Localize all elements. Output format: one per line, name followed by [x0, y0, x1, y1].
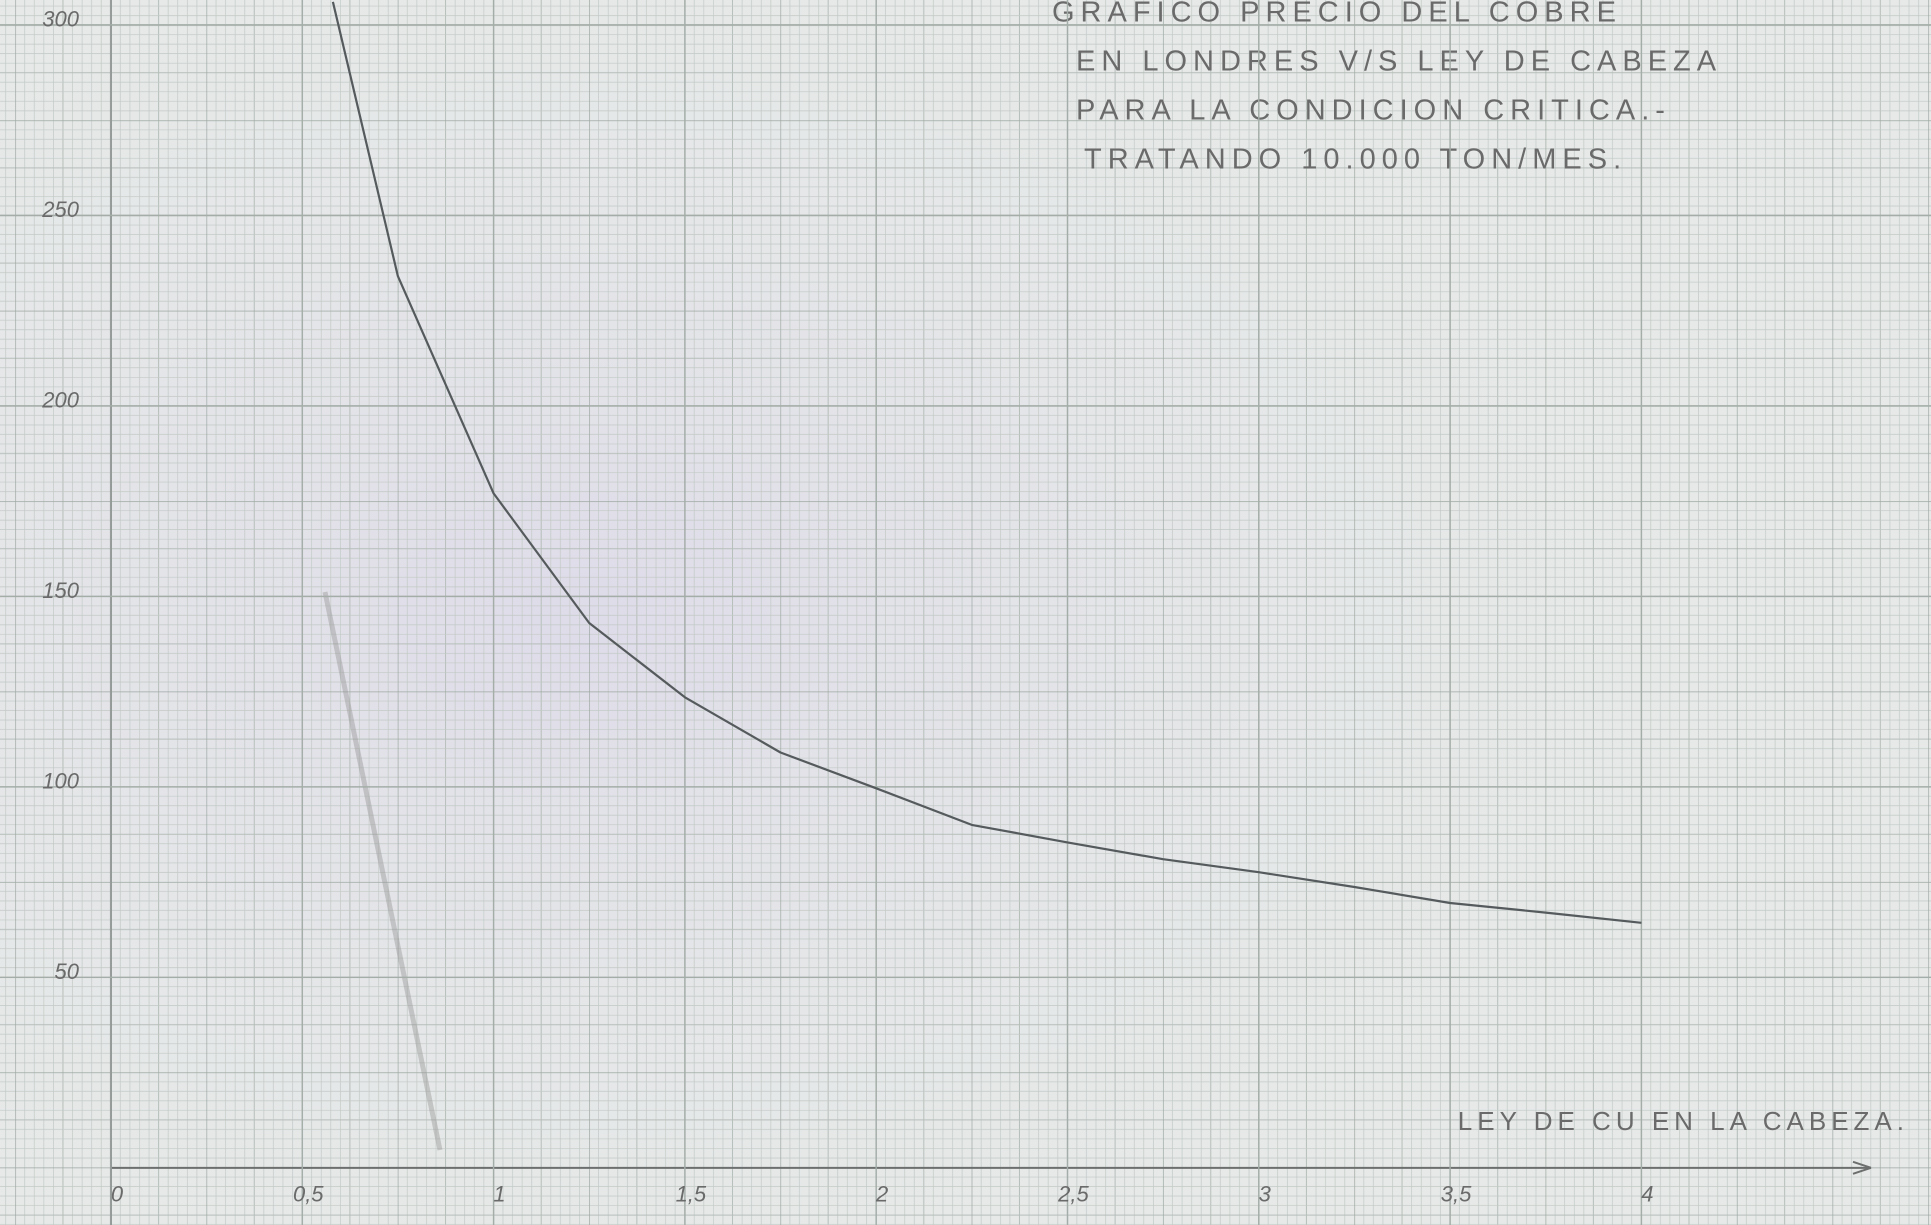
y-tick-label: 150 — [42, 578, 79, 603]
x-tick-label: 0 — [111, 1182, 124, 1207]
y-tick-label: 200 — [41, 388, 79, 413]
y-tick-label: 250 — [41, 197, 79, 222]
x-tick-label: 3 — [1259, 1182, 1272, 1207]
title-line: EN LONDRES V/S LEY DE CABEZA — [1076, 46, 1722, 78]
x-tick-label: 4 — [1641, 1182, 1653, 1207]
x-tick-label: 3,5 — [1441, 1182, 1472, 1207]
y-tick-label: 300 — [42, 7, 79, 32]
x-tick-label: 1 — [493, 1182, 505, 1207]
title-line: TRATANDO 10.000 TON/MES. — [1084, 144, 1627, 176]
title-block: GRAFICO PRECIO DEL COBRE EN LONDRES V/S L… — [1052, 0, 1722, 176]
x-tick-label: 1,5 — [676, 1182, 707, 1207]
pencil-smudge — [322, 591, 443, 1151]
x-axis-arrow — [1852, 1160, 1872, 1175]
data-line — [331, 1, 1642, 924]
x-tick-label: 0,5 — [293, 1182, 324, 1207]
y-tick-label: 100 — [42, 769, 79, 794]
title-line: PARA LA CONDICION CRITICA.- — [1076, 95, 1671, 127]
x-tick-label: 2,5 — [1057, 1182, 1089, 1207]
title-line: GRAFICO PRECIO DEL COBRE — [1052, 0, 1622, 29]
x-tick-label: 2 — [875, 1182, 888, 1207]
x-axis-label: LEY DE CU EN LA CABEZA. — [1458, 1106, 1909, 1136]
y-tick-label: 50 — [54, 959, 79, 984]
